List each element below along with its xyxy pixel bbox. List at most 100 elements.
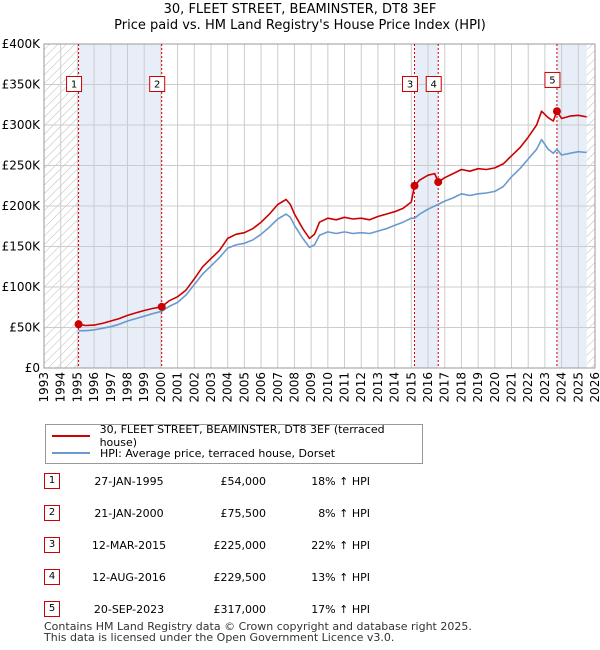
x-tick-label: 1993 xyxy=(37,372,51,403)
table-row: 4 12-AUG-2016 £229,500 13% ↑ HPI xyxy=(0,566,600,588)
sale-label: 3 xyxy=(402,76,419,92)
y-axis-ticks: £0 £50K £100K £150K £200K £250K £300K £350K £400… xyxy=(2,37,42,375)
sale-vertical-lines xyxy=(78,44,558,368)
sale-number: 1 xyxy=(44,473,60,489)
grid xyxy=(43,43,596,369)
x-tick-label: 2017 xyxy=(438,372,452,403)
table-row: 2 21-JAN-2000 £75,500 8% ↑ HPI xyxy=(0,502,600,524)
x-tick-label: 2020 xyxy=(488,372,502,403)
sale-price: £229,500 xyxy=(213,571,267,584)
property-price-line xyxy=(78,110,587,327)
sale-label-box xyxy=(544,71,561,88)
x-tick-label: 2024 xyxy=(555,372,569,403)
sale-price: £54,000 xyxy=(220,475,267,488)
x-tick-label: 1996 xyxy=(87,372,101,403)
sale-date: 12-AUG-2016 xyxy=(92,571,166,584)
x-tick-label: 1999 xyxy=(137,372,151,403)
x-tick-label: 1994 xyxy=(54,372,68,403)
x-tick-label: 2005 xyxy=(237,372,251,403)
sale-point xyxy=(410,181,419,190)
sale-label: 4 xyxy=(425,76,442,92)
sale-price: £317,000 xyxy=(213,603,267,616)
sale-date: 21-JAN-2000 xyxy=(94,507,164,520)
table-row: 3 12-MAR-2015 £225,000 22% ↑ HPI xyxy=(0,534,600,556)
x-tick-label: 2014 xyxy=(388,372,402,403)
sale-hpi-diff: 18% ↑ HPI xyxy=(311,475,370,488)
sale-point xyxy=(157,302,166,311)
sale-label-box xyxy=(425,76,442,92)
y-tick-label: £300K xyxy=(2,118,42,132)
footer: Contains HM Land Registry data © Crown c… xyxy=(44,621,472,643)
x-tick-label: 2007 xyxy=(271,372,285,403)
sale-label-text: 3 xyxy=(407,80,413,91)
x-tick-label: 2019 xyxy=(471,372,485,403)
y-tick-label: £0 xyxy=(25,361,40,375)
footer-line-1: Contains HM Land Registry data © Crown c… xyxy=(44,620,472,633)
sale-price: £75,500 xyxy=(220,507,267,520)
y-tick-label: £100K xyxy=(2,280,42,294)
x-tick-label: 1998 xyxy=(120,372,134,403)
x-tick-label: 2008 xyxy=(287,372,301,403)
title-line-1: 30, FLEET STREET, BEAMINSTER, DT8 3EF xyxy=(163,2,437,17)
legend-hpi-label: HPI: Average price, terraced house, Dors… xyxy=(100,446,336,460)
x-tick-label: 2000 xyxy=(154,372,168,403)
price-chart: 1 2 3 4 5 £0 £50K £100K £150K £200K £250K £300K £35… xyxy=(2,37,600,403)
sale-point xyxy=(434,178,443,187)
sale-date: 27-JAN-1995 xyxy=(94,475,164,488)
sale-number: 2 xyxy=(44,505,60,521)
sale-date: 20-SEP-2023 xyxy=(93,603,165,616)
x-tick-label: 2015 xyxy=(404,372,418,403)
sale-label-text: 1 xyxy=(71,80,77,91)
sale-label: 5 xyxy=(544,71,561,88)
sale-number: 5 xyxy=(44,601,60,617)
x-tick-label: 1997 xyxy=(104,372,118,403)
sale-label-text: 4 xyxy=(431,80,437,91)
y-tick-label: £350K xyxy=(2,78,42,92)
x-tick-label: 1995 xyxy=(70,372,84,403)
legend-hpi-swatch xyxy=(52,452,90,454)
sale-point xyxy=(74,320,83,329)
y-tick-label: £50K xyxy=(9,321,41,335)
x-tick-label: 2003 xyxy=(204,372,218,403)
chart-title: 30, FLEET STREET, BEAMINSTER, DT8 3EF Pr… xyxy=(0,2,600,34)
y-tick-label: £200K xyxy=(2,199,42,213)
sale-number-labels: 1 2 3 4 5 xyxy=(66,71,561,92)
x-tick-label: 2023 xyxy=(538,372,552,403)
x-tick-label: 2004 xyxy=(221,372,235,403)
x-tick-label: 2012 xyxy=(354,372,368,403)
sale-price: £225,000 xyxy=(213,539,267,552)
footer-line-2: This data is licensed under the Open Gov… xyxy=(44,631,395,644)
sale-points xyxy=(74,107,561,329)
x-tick-label: 2001 xyxy=(171,372,185,403)
y-tick-label: £150K xyxy=(2,240,42,254)
sale-label-box xyxy=(402,76,419,92)
sale-label-text: 5 xyxy=(549,75,555,86)
sale-hpi-diff: 22% ↑ HPI xyxy=(311,539,370,552)
legend: 30, FLEET STREET, BEAMINSTER, DT8 3EF (t… xyxy=(45,423,423,464)
x-tick-label: 2009 xyxy=(304,372,318,403)
x-tick-label: 2026 xyxy=(588,372,600,403)
series-lines xyxy=(78,110,587,332)
plot-frame xyxy=(43,43,596,369)
x-tick-label: 2021 xyxy=(505,372,519,403)
sale-label-text: 2 xyxy=(154,80,160,91)
x-axis-ticks: 1993 1994 1995 1996 1997 1998 1999 2000 2001 2002… xyxy=(37,372,600,403)
x-tick-label: 2002 xyxy=(187,372,201,403)
x-tick-label: 2013 xyxy=(371,372,385,403)
title-line-2: Price paid vs. HM Land Registry's House … xyxy=(114,18,486,33)
x-tick-label: 2010 xyxy=(321,372,335,403)
sale-hpi-diff: 17% ↑ HPI xyxy=(311,603,370,616)
legend-property-swatch xyxy=(52,435,90,437)
x-tick-label: 2022 xyxy=(521,372,535,403)
legend-property-label: 30, FLEET STREET, BEAMINSTER, DT8 3EF (t… xyxy=(99,423,385,449)
sale-hpi-diff: 8% ↑ HPI xyxy=(318,507,370,520)
y-tick-label: £400K xyxy=(2,37,42,51)
x-tick-label: 2011 xyxy=(338,372,352,403)
sale-label: 2 xyxy=(149,76,166,92)
sale-label-box xyxy=(149,76,166,92)
sale-date: 12-MAR-2015 xyxy=(91,539,167,552)
sale-number: 3 xyxy=(44,537,60,553)
x-tick-label: 2018 xyxy=(454,372,468,403)
table-row: 1 27-JAN-1995 £54,000 18% ↑ HPI xyxy=(0,470,600,492)
sale-hpi-diff: 13% ↑ HPI xyxy=(311,571,370,584)
